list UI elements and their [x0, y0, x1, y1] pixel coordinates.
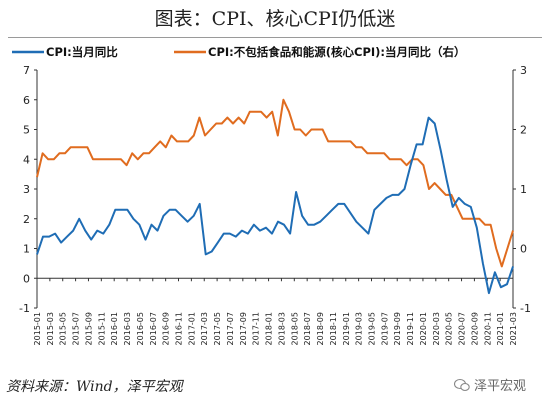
series-lines [36, 98, 514, 295]
y-left-tick-label: 2 [23, 213, 30, 226]
x-tick-label: 2017-03 [200, 312, 209, 345]
x-tick-label: 2020-07 [458, 312, 467, 345]
legend-label-core-cpi: CPI:不包括食品和能源(核心CPI):当月同比（右） [208, 45, 466, 59]
y-left-tick-label: 0 [23, 272, 30, 285]
x-tick-label: 2020-05 [445, 312, 454, 345]
x-tick-label: 2015-01 [33, 312, 42, 345]
x-tick-label: 2017-01 [187, 312, 196, 345]
series-line-cpi [36, 116, 514, 295]
x-tick-label: 2015-03 [46, 312, 55, 345]
wechat-icon [454, 378, 470, 391]
x-tick-label: 2015-07 [72, 312, 81, 345]
y-right-tick-label: -1 [520, 302, 531, 315]
y-left-tick-label: 6 [23, 94, 30, 107]
watermark-text: 泽平宏观 [474, 379, 527, 394]
x-tick-label: 2018-05 [290, 312, 299, 345]
legend-label-cpi: CPI:当月同比 [46, 45, 118, 59]
watermark: 泽平宏观 [454, 375, 526, 394]
x-tick-label: 2016-03 [123, 312, 132, 345]
y-left-tick-label: 1 [23, 243, 30, 256]
x-tick-label: 2015-05 [59, 312, 68, 345]
x-tick-label: 2019-11 [406, 312, 415, 345]
legend: CPI:当月同比 CPI:不包括食品和能源(核心CPI):当月同比（右） [12, 45, 466, 59]
y-left-tick-label: 4 [23, 153, 30, 166]
series-line-core-cpi [36, 98, 514, 268]
x-tick-label: 2018-03 [277, 312, 286, 345]
x-tick-label: 2015-09 [84, 312, 93, 345]
y-right-tick-label: 1 [520, 183, 527, 196]
axes: -1 0 1 2 3 4 5 6 7 -1 0 1 2 3 2015-01 2015-03 2015-05 201… [19, 64, 531, 345]
x-tick-label: 2018-01 [265, 312, 274, 345]
x-tick-label: 2020-03 [432, 312, 441, 345]
x-tick-label: 2021-01 [496, 312, 505, 345]
x-tick-label: 2017-07 [226, 312, 235, 345]
x-tick-label: 2017-05 [213, 312, 222, 345]
x-tick-label: 2019-09 [393, 312, 402, 345]
x-tick-label: 2016-05 [136, 312, 145, 345]
x-tick-label: 2016-11 [175, 312, 184, 345]
x-tick-label: 2020-01 [419, 312, 428, 345]
x-tick-label: 2019-07 [380, 312, 389, 345]
y-right-tick-label: 0 [520, 243, 527, 256]
source-note: 资料来源：Wind，泽平宏观 [6, 379, 183, 395]
y-left-tick-label: -1 [19, 302, 30, 315]
y-right-tick-label: 3 [520, 64, 527, 77]
y-left-tick-label: 7 [23, 64, 30, 77]
x-tick-label: 2016-09 [162, 312, 171, 345]
chart-title: 图表：CPI、核心CPI仍低迷 [154, 7, 396, 30]
x-tick-label: 2016-07 [149, 312, 158, 345]
x-tick-label: 2016-01 [110, 312, 119, 345]
x-tick-label: 2019-03 [355, 312, 364, 345]
x-tick-label: 2021-03 [509, 312, 518, 345]
x-tick-label: 2019-01 [342, 312, 351, 345]
x-tick-label: 2018-11 [329, 312, 338, 345]
x-tick-label: 2020-09 [470, 312, 479, 345]
title-divider [8, 37, 542, 38]
x-tick-label: 2019-05 [367, 312, 376, 345]
y-right-tick-label: 2 [520, 124, 527, 137]
x-tick-label: 2017-09 [239, 312, 248, 345]
x-tick-label: 2015-11 [97, 312, 106, 345]
x-tick-label: 2017-11 [252, 312, 261, 345]
y-left-tick-label: 5 [23, 124, 30, 137]
y-left-tick-label: 3 [23, 183, 30, 196]
x-tick-label: 2020-11 [483, 312, 492, 345]
x-tick-label: 2018-07 [303, 312, 312, 345]
x-tick-label: 2018-09 [316, 312, 325, 345]
